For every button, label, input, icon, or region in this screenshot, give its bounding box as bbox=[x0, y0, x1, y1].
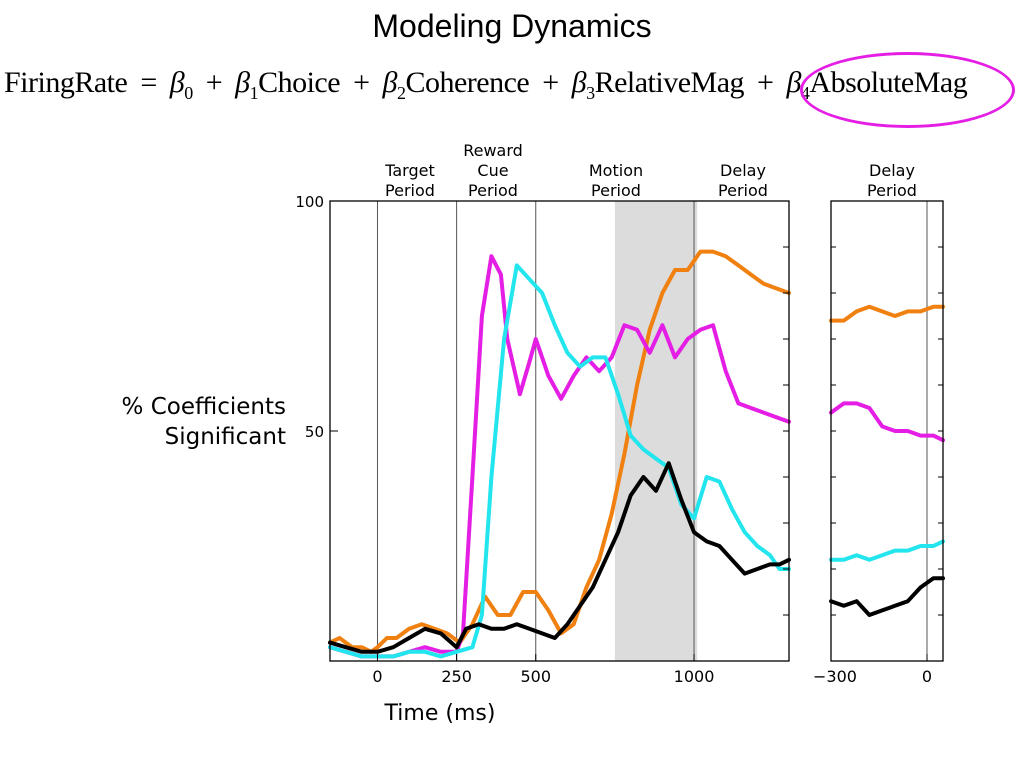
period-label: Delay bbox=[720, 161, 766, 180]
period-label: Period bbox=[385, 181, 435, 200]
x-tick-label: 0 bbox=[922, 667, 932, 686]
y-axis-label: % Coefficients Significant bbox=[122, 394, 286, 450]
absolute-mag-highlight-ellipse bbox=[800, 52, 1015, 128]
equation-lhs: FiringRate bbox=[4, 66, 128, 99]
period-label: Reward bbox=[463, 141, 523, 160]
period-label: Motion bbox=[589, 161, 643, 180]
beta-subscript: 1 bbox=[249, 83, 259, 103]
series-line bbox=[829, 304, 945, 323]
plot-frame bbox=[329, 200, 790, 662]
period-label: Period bbox=[591, 181, 641, 200]
series-line bbox=[829, 539, 945, 562]
equals-sign: = bbox=[140, 66, 157, 99]
beta-symbol: β bbox=[169, 66, 185, 99]
beta-symbol: β bbox=[786, 66, 801, 99]
term-choice: Choice bbox=[258, 66, 341, 99]
y-axis-label-line: Significant bbox=[165, 424, 286, 450]
beta-symbol: β bbox=[382, 66, 397, 99]
slide-title: Modeling Dynamics bbox=[372, 8, 652, 44]
plus-sign: + bbox=[757, 66, 774, 99]
plot-frame bbox=[830, 200, 944, 662]
series-line bbox=[829, 576, 945, 617]
series-line bbox=[328, 263, 791, 659]
plus-sign: + bbox=[205, 66, 223, 99]
series-line bbox=[328, 254, 791, 659]
beta-symbol: β bbox=[235, 66, 250, 99]
plus-sign: + bbox=[353, 66, 370, 99]
y-tick-label: 50 bbox=[305, 423, 324, 441]
plus-sign: + bbox=[542, 66, 559, 99]
series-line bbox=[829, 401, 945, 443]
period-label: Delay bbox=[869, 161, 915, 180]
beta-subscript: 3 bbox=[586, 83, 595, 103]
y-axis-label-line: % Coefficients bbox=[122, 394, 286, 420]
x-tick-label: 500 bbox=[520, 667, 551, 686]
x-tick-label: −300 bbox=[813, 667, 857, 686]
period-label: Period bbox=[468, 181, 518, 200]
x-tick-label: 250 bbox=[441, 667, 472, 686]
y-tick-label: 100 bbox=[295, 193, 324, 211]
term-relative-mag: RelativeMag bbox=[594, 66, 745, 99]
beta-symbol: β bbox=[571, 66, 587, 99]
period-label: Period bbox=[718, 181, 768, 200]
period-label: Target bbox=[384, 161, 435, 180]
series-line bbox=[328, 249, 791, 654]
series-line bbox=[328, 461, 791, 654]
beta-subscript: 2 bbox=[396, 83, 406, 103]
term-coherence: Coherence bbox=[405, 66, 530, 99]
period-label: Cue bbox=[477, 161, 508, 180]
x-tick-label: 1000 bbox=[674, 667, 715, 686]
x-tick-label: 0 bbox=[372, 667, 382, 686]
x-axis-label: Time (ms) bbox=[384, 701, 496, 726]
period-label: Period bbox=[867, 181, 917, 200]
beta-subscript: 0 bbox=[184, 83, 193, 103]
